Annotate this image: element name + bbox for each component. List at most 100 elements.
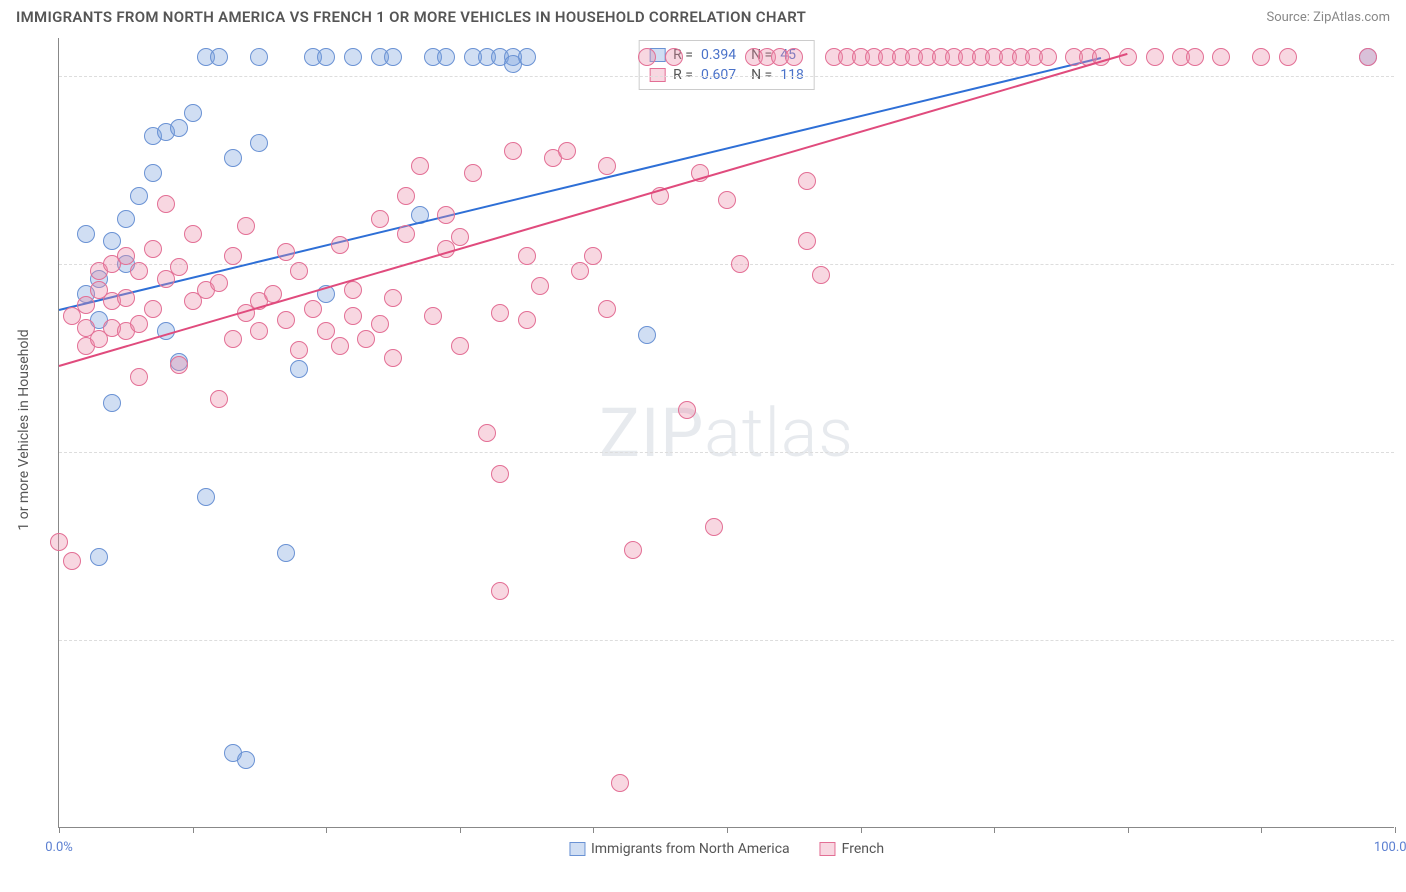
data-point	[90, 548, 108, 566]
y-tick-label: 85.0%	[1402, 632, 1406, 647]
x-tick	[1261, 827, 1262, 833]
data-point	[130, 187, 148, 205]
data-point	[437, 206, 455, 224]
data-point	[237, 217, 255, 235]
data-point	[518, 247, 536, 265]
data-point	[451, 228, 469, 246]
data-point	[371, 315, 389, 333]
x-tick	[193, 827, 194, 833]
scatter-chart: ZIPatlas R = 0.394 N = 45 R = 0.607 N = …	[58, 38, 1394, 828]
data-point	[77, 225, 95, 243]
data-point	[424, 307, 442, 325]
data-point	[210, 48, 228, 66]
data-point	[250, 322, 268, 340]
x-tick	[1128, 827, 1129, 833]
data-point	[103, 232, 121, 250]
data-point	[384, 48, 402, 66]
x-tick	[861, 827, 862, 833]
source-credit: Source: ZipAtlas.com	[1266, 10, 1390, 25]
data-point	[344, 281, 362, 299]
data-point	[117, 210, 135, 228]
x-tick	[326, 827, 327, 833]
x-tick-label: 100.0%	[1374, 840, 1406, 855]
data-point	[317, 48, 335, 66]
data-point	[384, 289, 402, 307]
data-point	[224, 149, 242, 167]
data-point	[250, 48, 268, 66]
legend-item-series-a: Immigrants from North America	[569, 841, 790, 857]
data-point	[611, 774, 629, 792]
data-point	[224, 247, 242, 265]
data-point	[678, 401, 696, 419]
data-point	[170, 258, 188, 276]
data-point	[117, 247, 135, 265]
data-point	[558, 142, 576, 160]
data-point	[491, 465, 509, 483]
data-point	[50, 533, 68, 551]
data-point	[304, 300, 322, 318]
x-tick	[59, 827, 60, 833]
data-point	[798, 232, 816, 250]
data-point	[384, 349, 402, 367]
x-tick	[1395, 827, 1396, 833]
data-point	[103, 394, 121, 412]
x-tick	[593, 827, 594, 833]
data-point	[224, 330, 242, 348]
data-point	[77, 296, 95, 314]
data-point	[624, 541, 642, 559]
data-point	[812, 266, 830, 284]
watermark: ZIPatlas	[599, 393, 854, 473]
data-point	[1146, 48, 1164, 66]
data-point	[785, 48, 803, 66]
data-point	[731, 255, 749, 273]
data-point	[371, 210, 389, 228]
gridline	[59, 452, 1394, 453]
data-point	[665, 48, 683, 66]
data-point	[290, 262, 308, 280]
data-point	[130, 315, 148, 333]
data-point	[451, 337, 469, 355]
y-tick-label: 95.0%	[1402, 256, 1406, 271]
data-point	[491, 304, 509, 322]
data-point	[397, 187, 415, 205]
data-point	[290, 360, 308, 378]
legend-item-series-b: French	[820, 841, 884, 857]
gridline	[59, 76, 1394, 77]
data-point	[598, 157, 616, 175]
data-point	[798, 172, 816, 190]
data-point	[117, 289, 135, 307]
data-point	[250, 134, 268, 152]
data-point	[277, 311, 295, 329]
data-point	[317, 322, 335, 340]
data-point	[197, 488, 215, 506]
data-point	[1252, 48, 1270, 66]
data-point	[130, 368, 148, 386]
data-point	[277, 544, 295, 562]
legend-label: Immigrants from North America	[591, 841, 790, 857]
data-point	[144, 240, 162, 258]
data-point	[718, 191, 736, 209]
data-point	[277, 243, 295, 261]
data-point	[344, 307, 362, 325]
data-point	[1279, 48, 1297, 66]
x-tick	[727, 827, 728, 833]
x-tick	[460, 827, 461, 833]
trend-line	[59, 53, 1128, 367]
data-point	[531, 277, 549, 295]
data-point	[411, 157, 429, 175]
gridline	[59, 640, 1394, 641]
data-point	[357, 330, 375, 348]
data-point	[237, 751, 255, 769]
data-point	[290, 341, 308, 359]
data-point	[144, 300, 162, 318]
y-tick-label: 90.0%	[1402, 444, 1406, 459]
y-tick-label: 100.0%	[1402, 68, 1406, 83]
data-point	[1186, 48, 1204, 66]
x-tick-label: 0.0%	[45, 840, 73, 855]
data-point	[518, 311, 536, 329]
data-point	[638, 48, 656, 66]
data-point	[157, 195, 175, 213]
data-point	[1359, 48, 1377, 66]
data-point	[518, 48, 536, 66]
data-point	[437, 48, 455, 66]
